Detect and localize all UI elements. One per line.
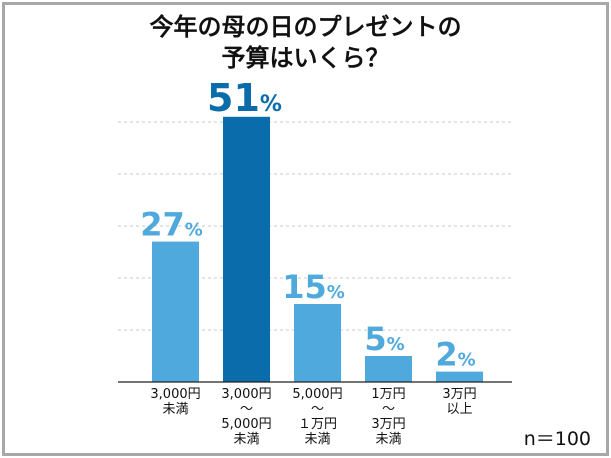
data-label: 15% — [282, 268, 345, 306]
category-label: 3,000円 — [150, 387, 200, 402]
sample-size-note: n＝100 — [523, 428, 591, 450]
bar — [365, 356, 412, 382]
category-label: 1万円 — [371, 387, 405, 402]
bar — [436, 371, 483, 382]
chart-title: 今年の母の日のプレゼントの 予算はいくら？ — [0, 12, 611, 74]
bar — [152, 241, 199, 382]
category-label: 5,000円 — [292, 387, 342, 402]
category-label: 3,000円 — [221, 387, 271, 402]
category-label: １万円 — [298, 417, 337, 432]
data-label: 5% — [364, 320, 404, 358]
category-label: 未満 — [233, 432, 259, 447]
category-label: 3万円 — [442, 387, 476, 402]
category-label: 5,000円 — [221, 417, 271, 432]
title-line-2: 予算はいくら？ — [221, 44, 390, 72]
category-label: 未満 — [375, 432, 401, 447]
category-label: 以上 — [446, 402, 472, 417]
title-line-1: 今年の母の日のプレゼントの — [149, 13, 462, 41]
data-label: 2% — [435, 336, 475, 374]
bar — [294, 304, 341, 382]
data-label: 51% — [207, 76, 282, 120]
bar — [223, 116, 270, 383]
category-label: 〜 — [382, 402, 395, 417]
data-label: 27% — [140, 206, 203, 244]
category-label: 〜 — [240, 402, 253, 417]
category-label: 未満 — [304, 432, 330, 447]
category-label: 未満 — [162, 402, 188, 417]
category-label: 3万円 — [371, 417, 405, 432]
category-label: 〜 — [311, 402, 324, 417]
